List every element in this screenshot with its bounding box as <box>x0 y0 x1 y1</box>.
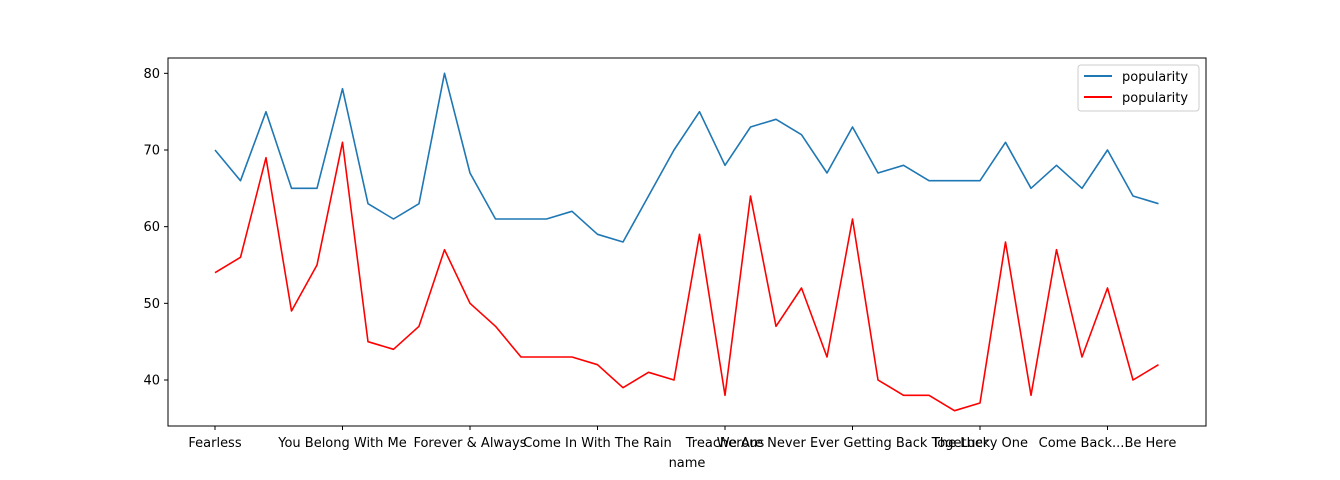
y-tick-label: 70 <box>143 144 160 159</box>
x-tick-label: You Belong With Me <box>277 436 407 451</box>
y-tick-label: 60 <box>143 220 160 235</box>
x-tick-label: Come Back...Be Here <box>1039 436 1177 451</box>
x-tick-label: The Lucky One <box>931 436 1028 451</box>
x-tick-label: Treacherous <box>685 436 765 451</box>
series-group <box>214 72 1159 412</box>
x-tick-label: Forever & Always <box>413 436 526 451</box>
series-line-blue <box>214 72 1159 243</box>
x-tick-label: Come In With The Rain <box>523 436 672 451</box>
x-axis-title: name <box>669 456 706 471</box>
x-axis: Fearless You Belong With Me Forever & Alwa… <box>188 426 1176 451</box>
y-tick-label: 80 <box>143 67 160 82</box>
y-axis: 40 50 60 70 80 <box>143 67 168 389</box>
legend-label-blue: popularity <box>1122 70 1188 85</box>
y-tick-label: 50 <box>143 297 160 312</box>
x-tick-label: Fearless <box>188 436 241 451</box>
y-tick-label: 40 <box>143 374 160 389</box>
x-tick-label: We Are Never Ever Getting Back Together <box>717 436 989 451</box>
legend: popularity popularity <box>1077 64 1200 112</box>
plot-area <box>167 57 1207 427</box>
series-line-red <box>214 141 1159 412</box>
legend-label-red: popularity <box>1122 91 1188 106</box>
